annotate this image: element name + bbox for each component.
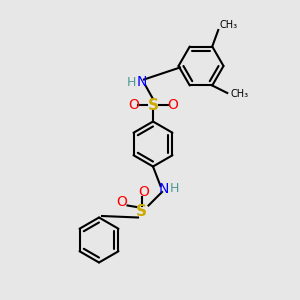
Text: O: O — [167, 98, 178, 112]
Text: O: O — [116, 196, 127, 209]
Text: CH₃: CH₃ — [220, 20, 238, 30]
Text: S: S — [136, 204, 146, 219]
Text: CH₃: CH₃ — [230, 89, 248, 100]
Text: N: N — [159, 182, 169, 196]
Text: N: N — [137, 76, 147, 89]
Text: H: H — [126, 76, 136, 89]
Text: O: O — [128, 98, 139, 112]
Text: H: H — [170, 182, 180, 196]
Text: O: O — [139, 185, 149, 199]
Text: S: S — [148, 98, 158, 112]
